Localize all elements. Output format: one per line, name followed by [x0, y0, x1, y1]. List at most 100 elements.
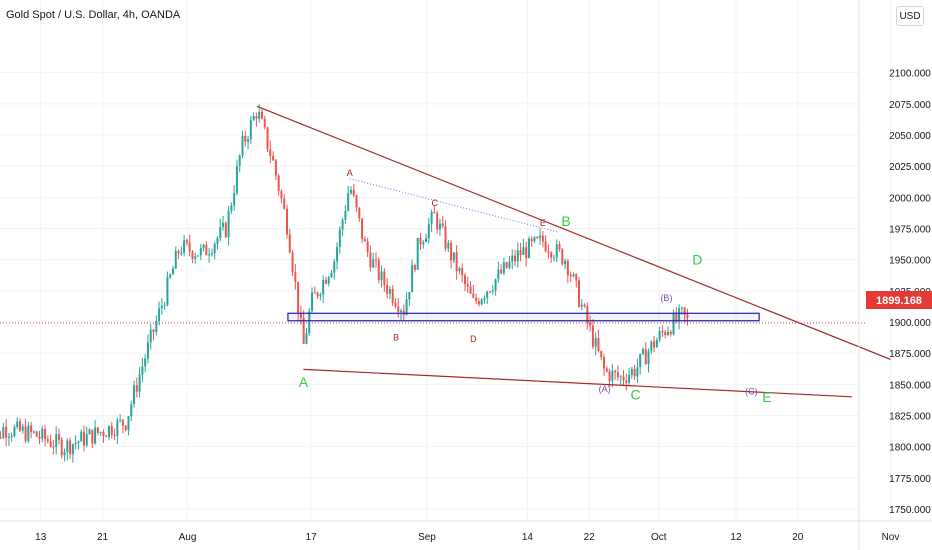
- wave-label-green: A: [299, 374, 309, 390]
- candle-body: [594, 337, 597, 347]
- time-tick-label: Aug: [179, 532, 197, 543]
- candle-body: [347, 193, 350, 211]
- candle-body: [405, 299, 408, 315]
- candle-body: [152, 329, 155, 332]
- candle-body: [463, 275, 466, 285]
- candle-body: [477, 300, 480, 305]
- candle-body: [241, 136, 244, 156]
- candle-body: [441, 223, 444, 227]
- candles: [0, 103, 689, 463]
- candle-body: [138, 374, 141, 392]
- candle-body: [416, 237, 419, 270]
- candle-body: [44, 428, 47, 440]
- candle-body: [369, 252, 372, 268]
- wave-label-purple: (A): [599, 384, 611, 394]
- price-tick-label: 1800.000: [889, 443, 931, 454]
- price-tick-label: 1875.000: [889, 349, 931, 360]
- candle-body: [119, 419, 122, 421]
- candle-body: [277, 175, 280, 192]
- candle-body: [322, 279, 325, 295]
- candle-body: [280, 191, 283, 199]
- candle-body: [625, 380, 628, 383]
- candle-body: [386, 285, 389, 294]
- candle-body: [124, 425, 127, 431]
- candle-body: [116, 420, 119, 437]
- candle-body: [678, 308, 681, 321]
- price-tick-label: 2025.000: [889, 162, 931, 173]
- candle-body: [91, 429, 94, 444]
- candle-body: [216, 237, 219, 244]
- candle-body: [641, 349, 644, 355]
- candle-body: [313, 292, 316, 294]
- candle-body: [413, 265, 416, 270]
- candle-body: [480, 299, 483, 305]
- candle-body: [358, 207, 361, 219]
- candle-body: [252, 116, 255, 121]
- candle-body: [274, 160, 277, 176]
- price-tick-label: 1975.000: [889, 224, 931, 235]
- candle-body: [633, 369, 636, 377]
- candle-body: [333, 261, 336, 273]
- time-axis[interactable]: 13 21 Aug 17 Sep 14 22 Oct 12 20 Nov: [35, 532, 899, 543]
- price-tick-label: 1900.000: [889, 318, 931, 329]
- candle-body: [653, 341, 656, 348]
- candle-body: [30, 425, 33, 432]
- candle-body: [394, 302, 397, 307]
- candle-body: [591, 325, 594, 347]
- candle-body: [127, 416, 130, 431]
- candle-body: [16, 421, 19, 428]
- candle-body: [583, 304, 586, 307]
- candle-body: [661, 331, 664, 333]
- candle-body: [27, 425, 30, 442]
- time-tick-label: 20: [792, 532, 804, 543]
- candle-body: [491, 290, 494, 292]
- currency-button[interactable]: USD: [896, 6, 924, 26]
- candle-body: [374, 259, 377, 261]
- candle-body: [160, 305, 163, 309]
- candle-body: [666, 331, 669, 336]
- candle-body: [272, 155, 275, 161]
- candle-body: [110, 425, 113, 436]
- candle-body: [419, 237, 422, 245]
- candle-body: [530, 238, 533, 242]
- candle-body: [519, 250, 522, 255]
- price-tick-label: 1950.000: [889, 256, 931, 267]
- candle-body: [561, 249, 564, 265]
- candle-body: [363, 239, 366, 242]
- wave-label-green: E: [762, 389, 771, 405]
- candle-body: [113, 435, 116, 437]
- candle-body: [455, 252, 458, 272]
- candle-body: [55, 434, 58, 448]
- wave-label-red: D: [470, 334, 477, 344]
- candle-body: [372, 259, 375, 268]
- candle-body: [205, 244, 208, 256]
- candle-body: [235, 165, 238, 194]
- candle-body: [630, 369, 633, 375]
- candle-body: [197, 255, 200, 257]
- candle-body: [199, 248, 202, 256]
- candle-body: [522, 247, 525, 255]
- candle-body: [469, 286, 472, 294]
- candle-body: [227, 211, 230, 238]
- candle-body: [133, 385, 136, 405]
- time-tick-label: 12: [730, 532, 742, 543]
- candle-body: [10, 436, 13, 438]
- candle-body: [183, 240, 186, 253]
- candle-body: [188, 242, 191, 252]
- candle-body: [383, 271, 386, 286]
- candle-body: [489, 291, 492, 293]
- candle-body: [94, 427, 97, 444]
- candle-body: [308, 311, 311, 334]
- candle-body: [361, 218, 364, 240]
- candle-body: [355, 195, 358, 208]
- candle-body: [569, 275, 572, 277]
- candle-body: [71, 444, 74, 455]
- candle-body: [494, 279, 497, 291]
- price-tick-label: 1775.000: [889, 474, 931, 485]
- candle-body: [222, 222, 225, 228]
- candle-body: [35, 431, 38, 437]
- candle-body: [238, 155, 241, 166]
- candle-body: [319, 294, 322, 297]
